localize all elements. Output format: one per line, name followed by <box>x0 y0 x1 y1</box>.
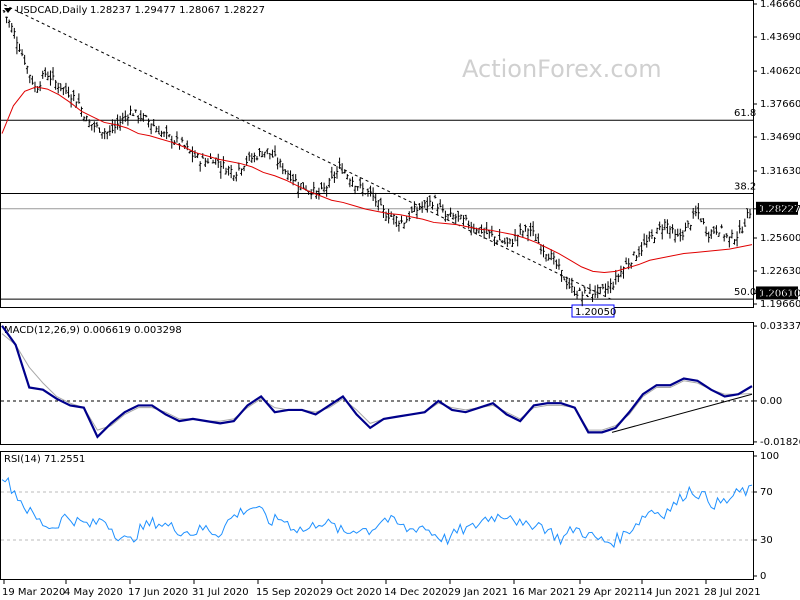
price-header: USDCAD,Daily 1.28237 1.29477 1.28067 1.2… <box>4 5 265 16</box>
date-tick-label: 17 Jun 2020 <box>128 587 188 598</box>
price-tick-label: 1.43690 <box>760 32 800 43</box>
rsi-axis: 100 70 30 0 <box>753 451 779 582</box>
price-tick-label: 1.28227 <box>760 204 800 215</box>
price-tick-label: 1.25600 <box>760 233 800 244</box>
macd-axis: 0.03337 0.00 -0.018262 <box>753 321 800 448</box>
rsi-tick-label: 30 <box>760 535 773 546</box>
macd-label: MACD(12,26,9) 0.006619 0.003298 <box>4 325 182 336</box>
fib-label: 50.0 <box>734 287 756 298</box>
current-price-label: 1.28227 <box>759 204 800 215</box>
price-tick-label: 1.46660 <box>760 0 800 10</box>
rsi-levels <box>1 491 753 541</box>
price-tick-label: 1.40620 <box>760 66 800 77</box>
symbol-timeframe: USDCAD,Daily <box>16 5 87 16</box>
date-tick-label: 29 Jan 2021 <box>448 587 508 598</box>
macd-tick-label: 0.00 <box>760 396 782 407</box>
rsi-pane <box>0 451 754 580</box>
level-tag-label: 1.20610 <box>759 288 800 299</box>
date-tick-label: 14 Jun 2021 <box>640 587 700 598</box>
dropdown-triangle-icon[interactable] <box>4 8 12 13</box>
fib-levels: 61.8 38.2 50.0 1.28227 1.20610 1.20050 <box>1 108 800 318</box>
date-tick-label: 4 May 2020 <box>64 587 123 598</box>
low-label-box <box>571 304 615 318</box>
price-tick-label: 1.22630 <box>760 266 800 277</box>
current-price-tag <box>756 201 798 215</box>
rsi-tick-label: 70 <box>760 487 773 498</box>
level-tag <box>756 286 798 300</box>
date-tick-label: 28 Jul 2021 <box>704 587 761 598</box>
rsi-line <box>1 476 753 549</box>
price-tick-label: 1.19660 <box>760 299 800 310</box>
downtrend-line <box>3 4 613 301</box>
price-axis: 1.46660 1.43690 1.40620 1.37660 1.34690 1.316… <box>753 0 800 310</box>
price-tick-label: 1.34690 <box>760 132 800 143</box>
date-tick-label: 29 Oct 2020 <box>320 587 382 598</box>
macd-tick-label: -0.018262 <box>760 437 800 448</box>
macd-pane <box>0 322 754 445</box>
date-tick-label: 29 Apr 2021 <box>578 587 640 598</box>
fib-label: 38.2 <box>734 182 756 193</box>
date-tick-label: 31 Jul 2020 <box>192 587 249 598</box>
date-tick-label: 14 Dec 2020 <box>384 587 448 598</box>
date-tick-label: 16 Mar 2021 <box>512 587 575 598</box>
watermark: ActionForex.com <box>462 55 662 83</box>
fib-label: 61.8 <box>734 108 756 119</box>
macd-tick-label: 0.03337 <box>760 321 800 332</box>
rsi-tick-label: 100 <box>760 451 779 462</box>
price-tick-label: 1.31630 <box>760 166 800 177</box>
macd-line <box>1 325 753 439</box>
price-tick-label: 1.20610 <box>760 288 800 299</box>
price-pane <box>0 0 754 308</box>
price-tick-label: 1.37660 <box>760 99 800 110</box>
sma-line <box>1 86 753 273</box>
price-bars <box>2 9 752 307</box>
macd-trendline <box>611 393 753 433</box>
date-tick-label: 15 Sep 2020 <box>256 587 319 598</box>
date-tick-label: 19 Mar 2020 <box>2 587 65 598</box>
ohlc-values: 1.28237 1.29477 1.28067 1.28227 <box>90 5 265 16</box>
rsi-label: RSI(14) 71.2551 <box>4 454 85 465</box>
low-label: 1.20050 <box>575 307 616 318</box>
rsi-tick-label: 0 <box>760 571 766 582</box>
